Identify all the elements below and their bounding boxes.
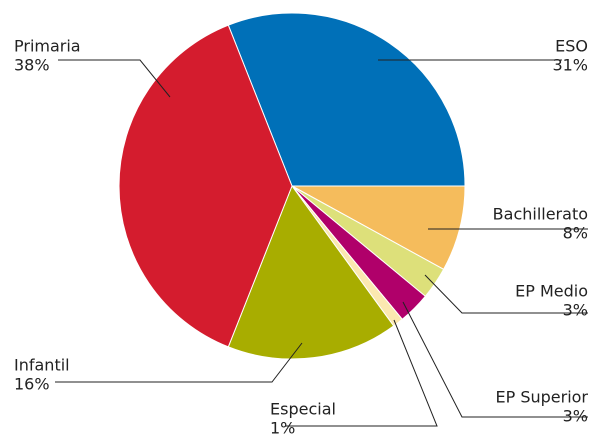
leader-line — [424, 274, 588, 314]
slice-value-label: 3% — [563, 407, 588, 426]
leader-line — [402, 301, 588, 418]
slice-label: Bachillerato — [493, 205, 588, 224]
slice-label: ESO — [555, 37, 588, 56]
slice-value-label: 1% — [270, 419, 295, 438]
slice-value-label: 16% — [14, 375, 50, 394]
leader-line — [55, 342, 303, 383]
slice-label: EP Superior — [495, 388, 588, 407]
slice-label: EP Medio — [515, 282, 588, 301]
slice-value-label: 31% — [552, 56, 588, 75]
leader-line — [58, 59, 171, 98]
pie-slice — [118, 24, 293, 348]
slice-value-label: 8% — [563, 224, 588, 243]
pie-slice — [227, 184, 395, 360]
slice-value-label: 38% — [14, 56, 50, 75]
pie-slice — [227, 12, 466, 187]
leader-line — [285, 319, 438, 427]
slice-value-label: 3% — [563, 301, 588, 320]
slice-label: Primaria — [14, 37, 81, 56]
slice-label: Infantil — [14, 356, 70, 375]
slice-label: Especial — [270, 400, 336, 419]
